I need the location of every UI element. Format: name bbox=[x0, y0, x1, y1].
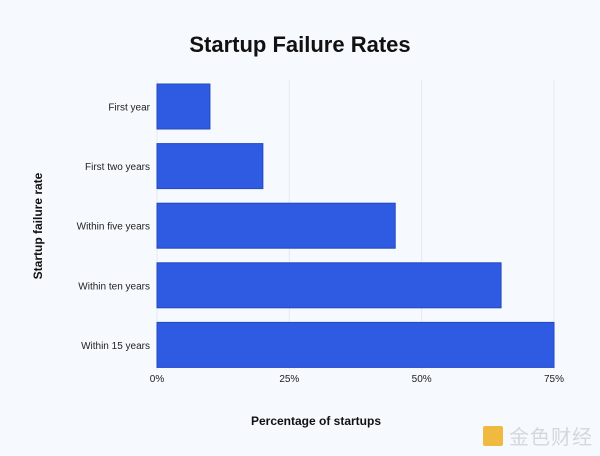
bar bbox=[156, 83, 211, 130]
bar bbox=[156, 202, 396, 249]
x-tick-label: 50% bbox=[412, 374, 432, 385]
y-tick-label: First year bbox=[108, 103, 150, 114]
bar bbox=[156, 143, 264, 190]
x-axis-label: Percentage of startups bbox=[250, 414, 382, 428]
y-tick-label: Within ten years bbox=[78, 281, 150, 292]
bar bbox=[156, 321, 555, 368]
chart-title: Startup Failure Rates bbox=[189, 32, 411, 57]
x-tick-label: 25% bbox=[279, 374, 299, 385]
watermark-logo: 金色财经 bbox=[483, 421, 593, 450]
watermark-text: 金色财经 bbox=[509, 427, 593, 449]
watermark-icon bbox=[483, 425, 503, 446]
y-tick-label: First two years bbox=[85, 162, 150, 173]
y-tick-label: Within five years bbox=[77, 222, 150, 233]
y-tick-label: Within 15 years bbox=[81, 341, 150, 352]
bar bbox=[156, 262, 502, 309]
x-tick-label: 0% bbox=[150, 374, 165, 385]
x-tick-label: 75% bbox=[544, 374, 564, 385]
